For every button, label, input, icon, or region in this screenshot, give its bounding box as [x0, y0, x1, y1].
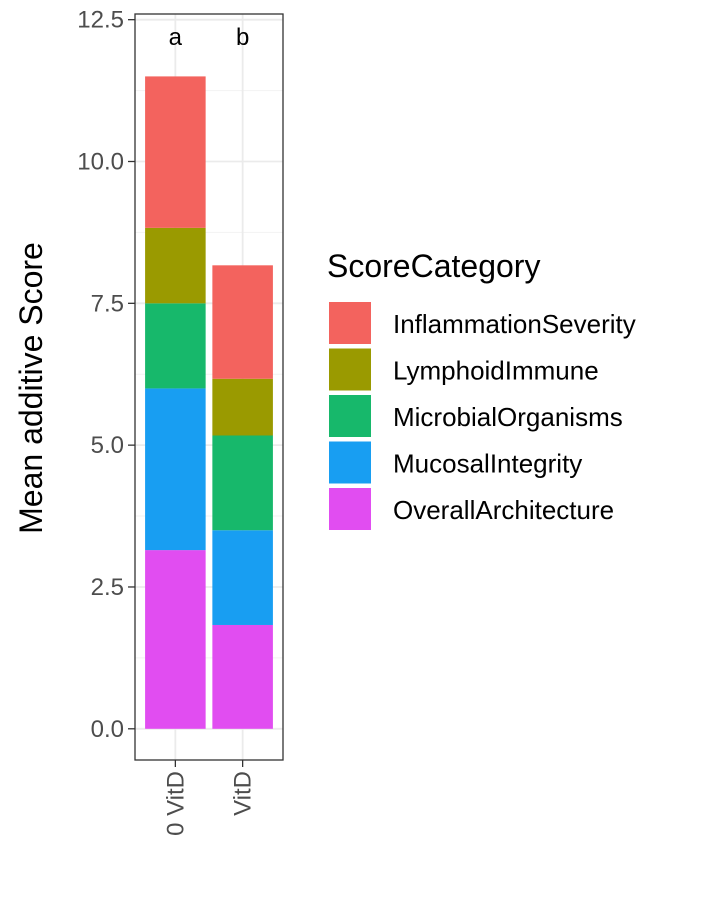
- legend-label: MucosalIntegrity: [393, 449, 582, 479]
- y-tick-label: 0.0: [91, 716, 124, 743]
- significance-letter: a: [169, 24, 183, 51]
- y-tick-label: 10.0: [77, 148, 124, 175]
- x-axis: 0 VitD VitD: [162, 760, 257, 836]
- x-tick-label: 0 VitD: [162, 771, 189, 836]
- bar-segment-inflammationseverity: [212, 265, 273, 379]
- bar-segment-overallarchitecture: [145, 550, 206, 729]
- bar-segment-microbialorganisms: [145, 303, 206, 389]
- legend-swatch: [329, 302, 371, 344]
- legend-label: LymphoidImmune: [393, 356, 599, 386]
- bars: [145, 76, 273, 729]
- bar-segment-lymphoidimmune: [212, 378, 273, 436]
- legend: ScoreCategory InflammationSeverity Lympho…: [327, 248, 636, 530]
- legend-label: OverallArchitecture: [393, 495, 614, 525]
- significance-letter: b: [236, 24, 249, 51]
- y-tick-label: 2.5: [91, 574, 124, 601]
- y-axis-title: Mean additive Score: [13, 242, 49, 534]
- legend-items: InflammationSeverity LymphoidImmune Microb…: [329, 302, 636, 530]
- y-tick-label: 12.5: [77, 7, 124, 34]
- bar-segment-inflammationseverity: [145, 76, 206, 228]
- legend-swatch: [329, 348, 371, 391]
- y-tick-label: 7.5: [91, 290, 124, 317]
- legend-swatch: [329, 395, 371, 437]
- y-tick-label: 5.0: [91, 432, 124, 459]
- bar-segment-overallarchitecture: [212, 624, 273, 729]
- bar-segment-mucosalintegrity: [212, 530, 273, 625]
- legend-label: InflammationSeverity: [393, 309, 636, 339]
- legend-label: MicrobialOrganisms: [393, 402, 623, 432]
- x-tick-label: VitD: [230, 771, 257, 816]
- legend-title: ScoreCategory: [327, 248, 540, 284]
- legend-swatch: [329, 441, 371, 484]
- y-axis: 0.0 2.5 5.0 7.5 10.0 12.5: [77, 7, 135, 743]
- legend-swatch: [329, 488, 371, 530]
- bar-segment-lymphoidimmune: [145, 227, 206, 304]
- bar-segment-microbialorganisms: [212, 435, 273, 531]
- bar-segment-mucosalintegrity: [145, 388, 206, 551]
- plot-panel-border: [134, 13, 284, 761]
